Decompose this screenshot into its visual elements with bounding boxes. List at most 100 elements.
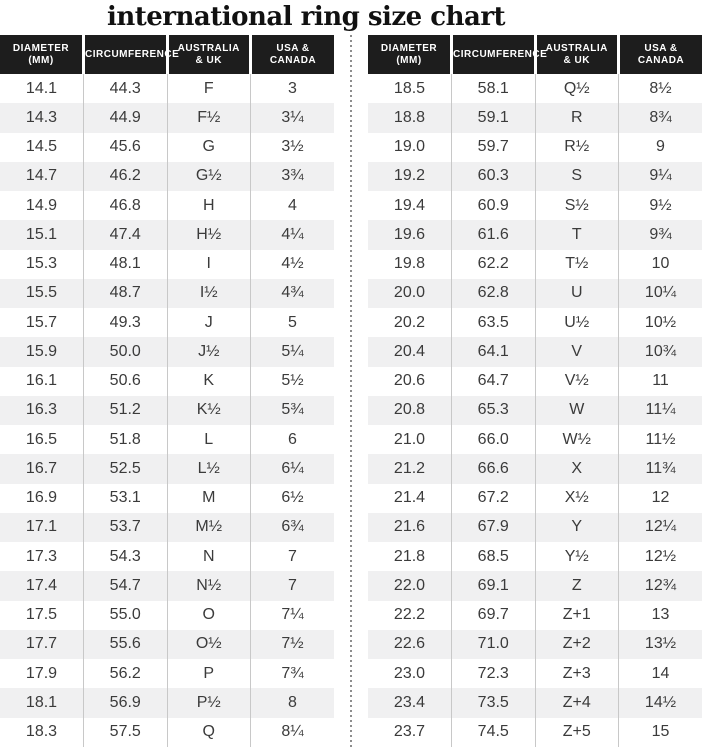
table-cell: 6¼: [250, 454, 334, 484]
table-cell: 15.7: [25, 313, 58, 331]
table-cell: 21.4: [393, 489, 426, 507]
table-cell: 12¾: [618, 571, 702, 601]
table-cell: 11¾: [618, 454, 702, 484]
table-header: DIAMETER (mm) CIRCUMFERENCE AUSTRALIA & UK US…: [368, 35, 702, 74]
table-cell: 5½: [250, 366, 334, 396]
header-cell: CIRCUMFERENCE: [82, 35, 179, 74]
table-body: 18.5 58.1 Q½ 8½ 18.8 59.1 R 8¾ 19.0 59.7 R½ 9 19.2 60…: [368, 74, 702, 747]
table-cell: Q: [166, 717, 251, 747]
table-cell: X½: [534, 483, 619, 513]
table-cell: 14.3: [25, 108, 58, 126]
table-row: 23.0 72.3 Z+3 14: [368, 659, 702, 689]
table-cell: 54.3: [83, 542, 167, 572]
table-cell: 7: [250, 542, 334, 572]
table-cell: 64.1: [451, 337, 535, 367]
table-row: 17.3 54.3 N 7: [0, 542, 334, 572]
table-cell: 66.0: [451, 425, 535, 455]
table-cell: N½: [166, 571, 251, 601]
table-cell: K½: [166, 395, 251, 425]
table-row: 18.3 57.5 Q 8¼: [0, 717, 334, 747]
table-cell: H½: [166, 220, 251, 250]
table-row: 15.5 48.7 I½ 4¾: [0, 278, 334, 308]
table-cell: 19.8: [393, 255, 426, 273]
table-row: 15.1 47.4 H½ 4¼: [0, 220, 334, 250]
table-cell: 21.8: [393, 547, 426, 565]
table-row: 17.5 55.0 O 7¼: [0, 600, 334, 630]
ring-size-tables: DIAMETER (mm) CIRCUMFERENCE AUSTRALIA & UK US…: [0, 35, 702, 747]
table-row: 21.4 67.2 X½ 12: [368, 483, 702, 513]
dotted-divider-icon: [350, 35, 352, 747]
table-cell: 14.5: [25, 138, 58, 156]
table-cell: Z+5: [534, 717, 619, 747]
table-cell: 12½: [618, 542, 702, 572]
table-row: 19.2 60.3 S 9¼: [368, 161, 702, 191]
table-cell: 11¼: [618, 395, 702, 425]
table-cell: 13: [618, 600, 702, 630]
table-cell: L: [166, 425, 251, 455]
table-cell: 7: [250, 571, 334, 601]
table-row: 16.3 51.2 K½ 5¾: [0, 395, 334, 425]
table-cell: 69.7: [451, 600, 535, 630]
table-cell: F: [166, 74, 251, 104]
table-row: 16.5 51.8 L 6: [0, 425, 334, 455]
table-cell: 23.7: [393, 723, 426, 741]
table-cell: Y½: [534, 542, 619, 572]
table-cell: 66.6: [451, 454, 535, 484]
table-cell: 62.8: [451, 278, 535, 308]
table-cell: 9¼: [618, 161, 702, 191]
table-cell: 21.6: [393, 518, 426, 536]
table-cell: 56.2: [83, 659, 167, 689]
table-cell: 63.5: [451, 308, 535, 338]
table-cell: 18.1: [25, 693, 58, 711]
table-cell: 15.9: [25, 342, 58, 360]
table-cell: 44.3: [83, 74, 167, 104]
table-cell: 14: [618, 659, 702, 689]
table-body: 14.1 44.3 F 3 14.3 44.9 F½ 3¼ 14.5 45.6 G 3½ 14.7 46.…: [0, 74, 334, 747]
table-cell: U: [534, 278, 619, 308]
table-cell: 18.8: [393, 108, 426, 126]
table-row: 20.8 65.3 W 11¼: [368, 395, 702, 425]
table-cell: 67.9: [451, 512, 535, 542]
table-cell: 46.8: [83, 191, 167, 221]
table-cell: 10¾: [618, 337, 702, 367]
table-cell: 53.7: [83, 512, 167, 542]
table-cell: 15: [618, 717, 702, 747]
table-cell: 21.0: [393, 430, 426, 448]
header-cell: USA & CANADA: [249, 35, 334, 74]
table-cell: 8¾: [618, 103, 702, 133]
table-cell: J½: [166, 337, 251, 367]
table-row: 17.7 55.6 O½ 7½: [0, 629, 334, 659]
table-cell: 7½: [250, 629, 334, 659]
table-cell: 8½: [618, 74, 702, 104]
table-cell: 18.5: [393, 79, 426, 97]
ring-size-table-right: DIAMETER (mm) CIRCUMFERENCE AUSTRALIA & UK US…: [368, 35, 702, 747]
table-cell: 54.7: [83, 571, 167, 601]
table-cell: M: [166, 483, 251, 513]
table-row: 18.8 59.1 R 8¾: [368, 103, 702, 133]
table-cell: 17.3: [25, 547, 58, 565]
header-row: DIAMETER (mm) CIRCUMFERENCE AUSTRALIA & UK US…: [0, 35, 334, 74]
table-cell: 20.8: [393, 401, 426, 419]
table-cell: 7¼: [250, 600, 334, 630]
table-cell: Z: [534, 571, 619, 601]
table-row: 22.0 69.1 Z 12¾: [368, 571, 702, 601]
table-cell: 21.2: [393, 459, 426, 477]
table-cell: I½: [166, 278, 251, 308]
table-cell: K: [166, 366, 251, 396]
table-cell: 11½: [618, 425, 702, 455]
table-cell: 61.6: [451, 220, 535, 250]
table-cell: 49.3: [83, 308, 167, 338]
table-row: 22.2 69.7 Z+1 13: [368, 600, 702, 630]
table-cell: 3¼: [250, 103, 334, 133]
table-row: 22.6 71.0 Z+2 13½: [368, 629, 702, 659]
table-row: 19.8 62.2 T½ 10: [368, 249, 702, 279]
table-cell: 10: [618, 249, 702, 279]
table-cell: 50.6: [83, 366, 167, 396]
table-cell: 50.0: [83, 337, 167, 367]
table-cell: 16.9: [25, 489, 58, 507]
table-cell: 45.6: [83, 132, 167, 162]
table-row: 17.1 53.7 M½ 6¾: [0, 512, 334, 542]
table-cell: Z+2: [534, 629, 619, 659]
table-row: 19.6 61.6 T 9¾: [368, 220, 702, 250]
table-cell: 17.4: [25, 576, 58, 594]
